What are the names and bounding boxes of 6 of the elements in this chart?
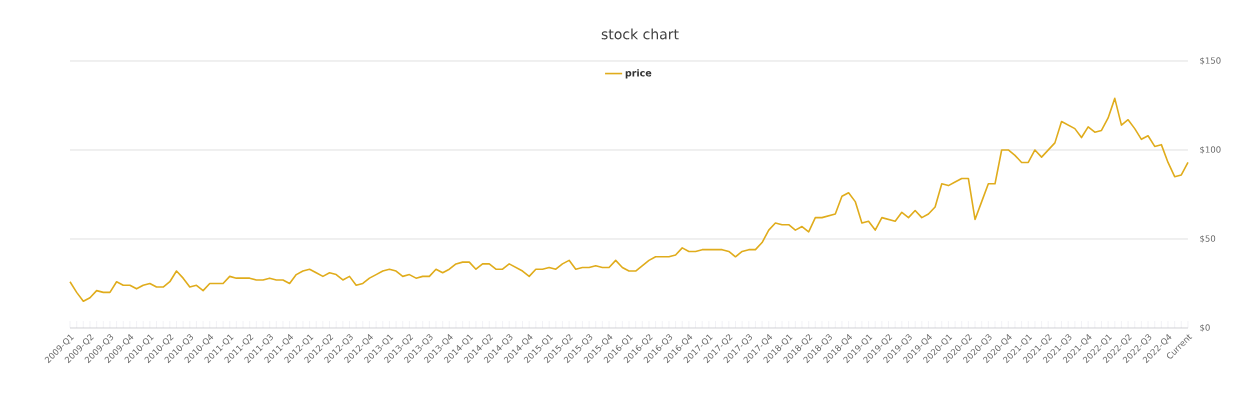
y-tick-label: $100 xyxy=(1200,146,1221,154)
y-tick-label: $150 xyxy=(1200,57,1221,65)
legend-label: price xyxy=(625,69,652,79)
y-tick-label: $50 xyxy=(1200,235,1216,243)
chart-title: stock chart xyxy=(601,28,679,40)
y-tick-label: $0 xyxy=(1200,324,1210,332)
